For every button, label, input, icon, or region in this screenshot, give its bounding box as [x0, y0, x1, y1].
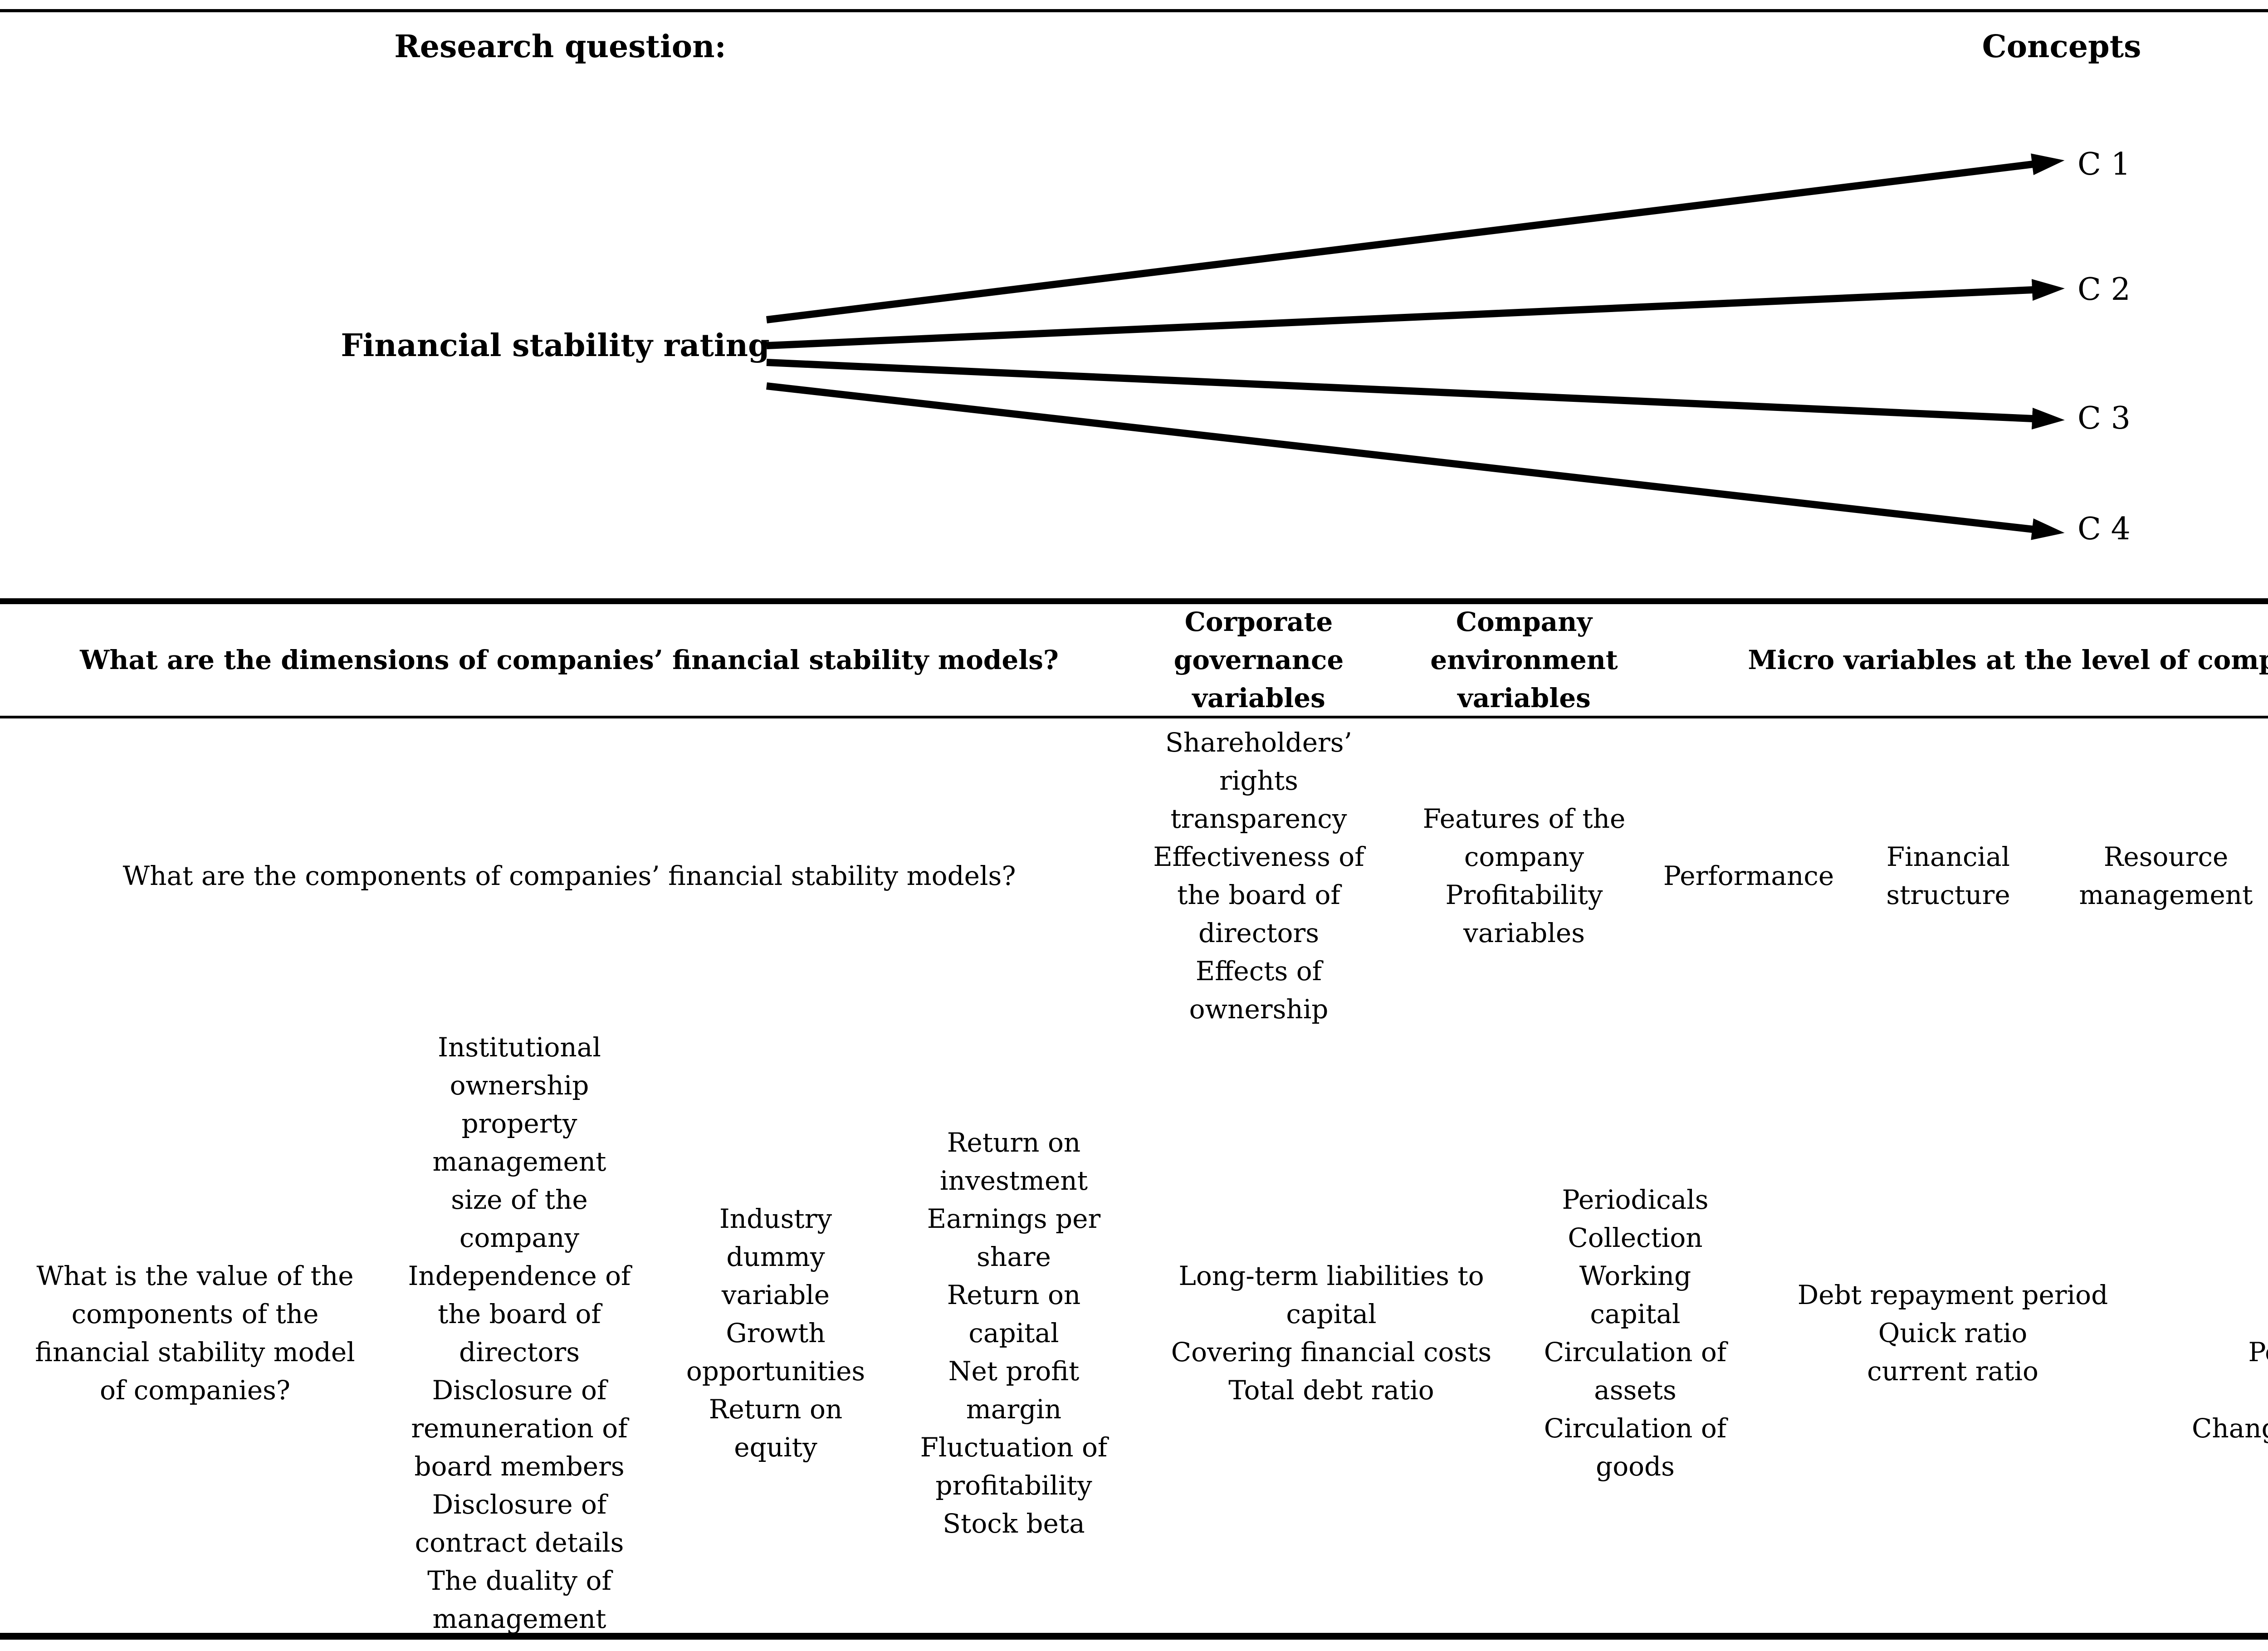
arrow-to-c3 — [766, 359, 2065, 430]
research-question-label: Research question: — [394, 29, 726, 65]
components-financial-structure: Financial structure — [1886, 841, 2010, 910]
components-question: What are the components of companies’ fi… — [122, 860, 1016, 891]
components-resource-management: Resource management — [2079, 841, 2253, 910]
components-row: What are the components of companies’ fi… — [0, 718, 2268, 1033]
indicators-leverage: Long-term liabilities to capital Coverin… — [1171, 1260, 1492, 1406]
header-bottom-rule — [0, 716, 2268, 718]
concept-label-c4: C 4 — [2077, 511, 2131, 547]
components-corporate-governance: Shareholders’ rights transparency Effect… — [1153, 727, 1364, 1025]
arrow-to-c2 — [766, 279, 2065, 349]
header-dimensions-question: What are the dimensions of companies’ fi… — [80, 645, 1059, 675]
indicators-activity: Periodicals Collection Working capital C… — [1544, 1184, 1727, 1482]
indicators-governance: Institutional ownership property managem… — [408, 1032, 631, 1634]
concept-label-c1: C 1 — [2077, 146, 2131, 182]
concepts-label: Concepts — [1982, 29, 2141, 65]
indicators-profitability: Return on investment Earnings per share … — [920, 1127, 1108, 1539]
indicators-industry: Industry dummy variable Growth opportuni… — [686, 1203, 865, 1463]
concept-label-c2: C 2 — [2077, 271, 2131, 308]
top-rule — [0, 9, 2268, 12]
table-header-row: What are the dimensions of companies’ fi… — [0, 604, 2268, 716]
components-company-environment: Features of the company Profitability va… — [1422, 803, 1626, 948]
arrow-to-c1 — [766, 153, 2065, 323]
indicators-macro: Oil prices swelling Isis Political insta… — [2191, 1337, 2268, 1444]
concept-label-c3: C 3 — [2077, 400, 2131, 436]
indicators-row: What is the value of the components of t… — [0, 1032, 2268, 1634]
table-top-rule — [0, 598, 2268, 604]
indicators-question: What is the value of the components of t… — [35, 1260, 355, 1406]
financial-stability-rating-node: Financial stability rating — [341, 327, 770, 364]
header-company-environment: Company environment variables — [1430, 606, 1618, 713]
header-corporate-governance: Corporate governance variables — [1173, 606, 1344, 713]
header-micro-variables: Micro variables at the level of companie… — [1748, 645, 2268, 675]
arrow-to-c4 — [766, 382, 2065, 540]
components-performance: Performance — [1663, 860, 1834, 891]
indicators-liquidity: Debt repayment period Quick ratio curren… — [1797, 1280, 2108, 1387]
table-bottom-rule — [0, 1633, 2268, 1640]
concept-arrows — [766, 153, 2065, 540]
